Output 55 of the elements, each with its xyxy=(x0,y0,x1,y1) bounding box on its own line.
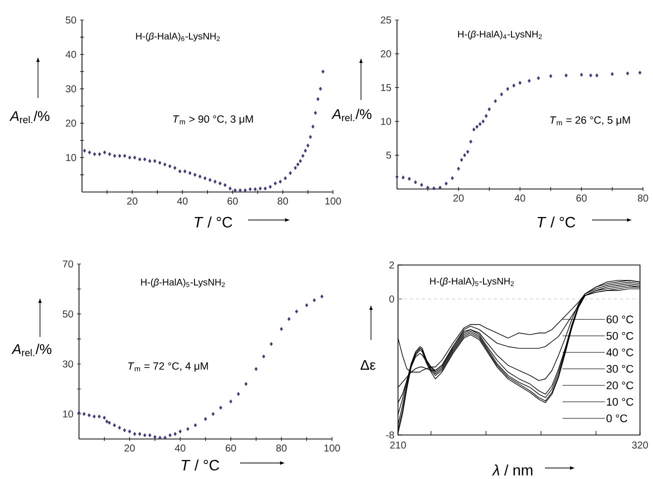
legend-label: 0 °C xyxy=(606,414,628,422)
y-axis-title: Δε xyxy=(360,360,376,370)
y-tick-label: 30 xyxy=(66,85,76,92)
x-tick-label: 80 xyxy=(278,198,288,205)
x-tick-label: 20 xyxy=(124,444,135,452)
legend-label: 20 °C xyxy=(606,381,634,390)
y-tick-label: 5 xyxy=(386,152,392,159)
y-tick-label: 40 xyxy=(66,50,76,58)
y-axis-title: A$_{rel.}$/% xyxy=(11,344,52,356)
y-tick-label: 25 xyxy=(380,16,392,24)
x-tick-label: 320 xyxy=(632,442,648,449)
text: H-(β-HalA)$_{6}$-LysNH$_{2}$ xyxy=(136,32,220,42)
y-tick-label: 2 xyxy=(389,262,394,268)
y-tick-label: 50 xyxy=(66,16,76,24)
x-tick-label: 60 xyxy=(226,444,236,452)
y-tick-label: 0 xyxy=(389,295,394,303)
x-tick-label: 80 xyxy=(638,194,648,202)
x-tick-label: 20 xyxy=(453,194,464,202)
x-tick-label: 40 xyxy=(174,444,186,452)
x-tick-label: 60 xyxy=(228,198,238,205)
legend-label: 50 °C xyxy=(606,332,634,340)
legend-label: 40 °C xyxy=(606,348,634,356)
x-axis-title: T / °C xyxy=(182,459,220,470)
x-tick-label: 20 xyxy=(127,198,138,205)
annotation: T$_{m}$ = 72 °C, 4 μM xyxy=(128,362,208,372)
x-tick-label: 100 xyxy=(324,444,340,452)
annotation: T$_{m}$ > 90 °C, 3 μM xyxy=(173,115,253,125)
y-tick-label: 30 xyxy=(62,360,74,368)
y-tick-label: 10 xyxy=(63,410,74,418)
y-tick-label: 20 xyxy=(380,50,392,58)
text: H-(β-HalA)$_{5}$-LysNH$_{2}$ xyxy=(141,278,225,288)
x-tick-label: 210 xyxy=(390,442,406,449)
legend-label: 30 °C xyxy=(606,364,634,373)
y-tick-label: -8 xyxy=(386,431,394,439)
y-tick-label: 50 xyxy=(62,310,74,318)
x-axis-title: T / °C xyxy=(194,216,232,228)
y-axis-title: A$_{rel.}$/% xyxy=(331,108,372,122)
text: H-(β-HalA)$_{5}$-LysNH$_{2}$ xyxy=(430,278,514,286)
x-axis-title: λ / nm xyxy=(492,464,532,476)
annotation: T$_{m}$ = 26 °C, 5 μM xyxy=(550,116,630,126)
y-tick-label: 10 xyxy=(66,154,76,162)
y-axis-title: A$_{rel.}$/% xyxy=(9,110,50,124)
y-tick-label: 70 xyxy=(62,260,74,268)
x-tick-label: 40 xyxy=(177,198,188,205)
x-tick-label: 60 xyxy=(576,194,587,202)
y-tick-label: 10 xyxy=(381,118,392,125)
x-tick-label: 100 xyxy=(325,198,341,205)
y-tick-label: 20 xyxy=(66,120,76,127)
legend-label: 10 °C xyxy=(606,398,634,406)
x-tick-label: 80 xyxy=(276,444,287,452)
x-axis-title: T / °C xyxy=(538,216,576,228)
legend-label: 60 °C xyxy=(606,316,634,324)
x-tick-label: 40 xyxy=(514,194,526,202)
text: H-(β-HalA)$_{4}$-LysNH$_{2}$ xyxy=(458,30,542,40)
y-tick-label: 15 xyxy=(381,84,392,92)
